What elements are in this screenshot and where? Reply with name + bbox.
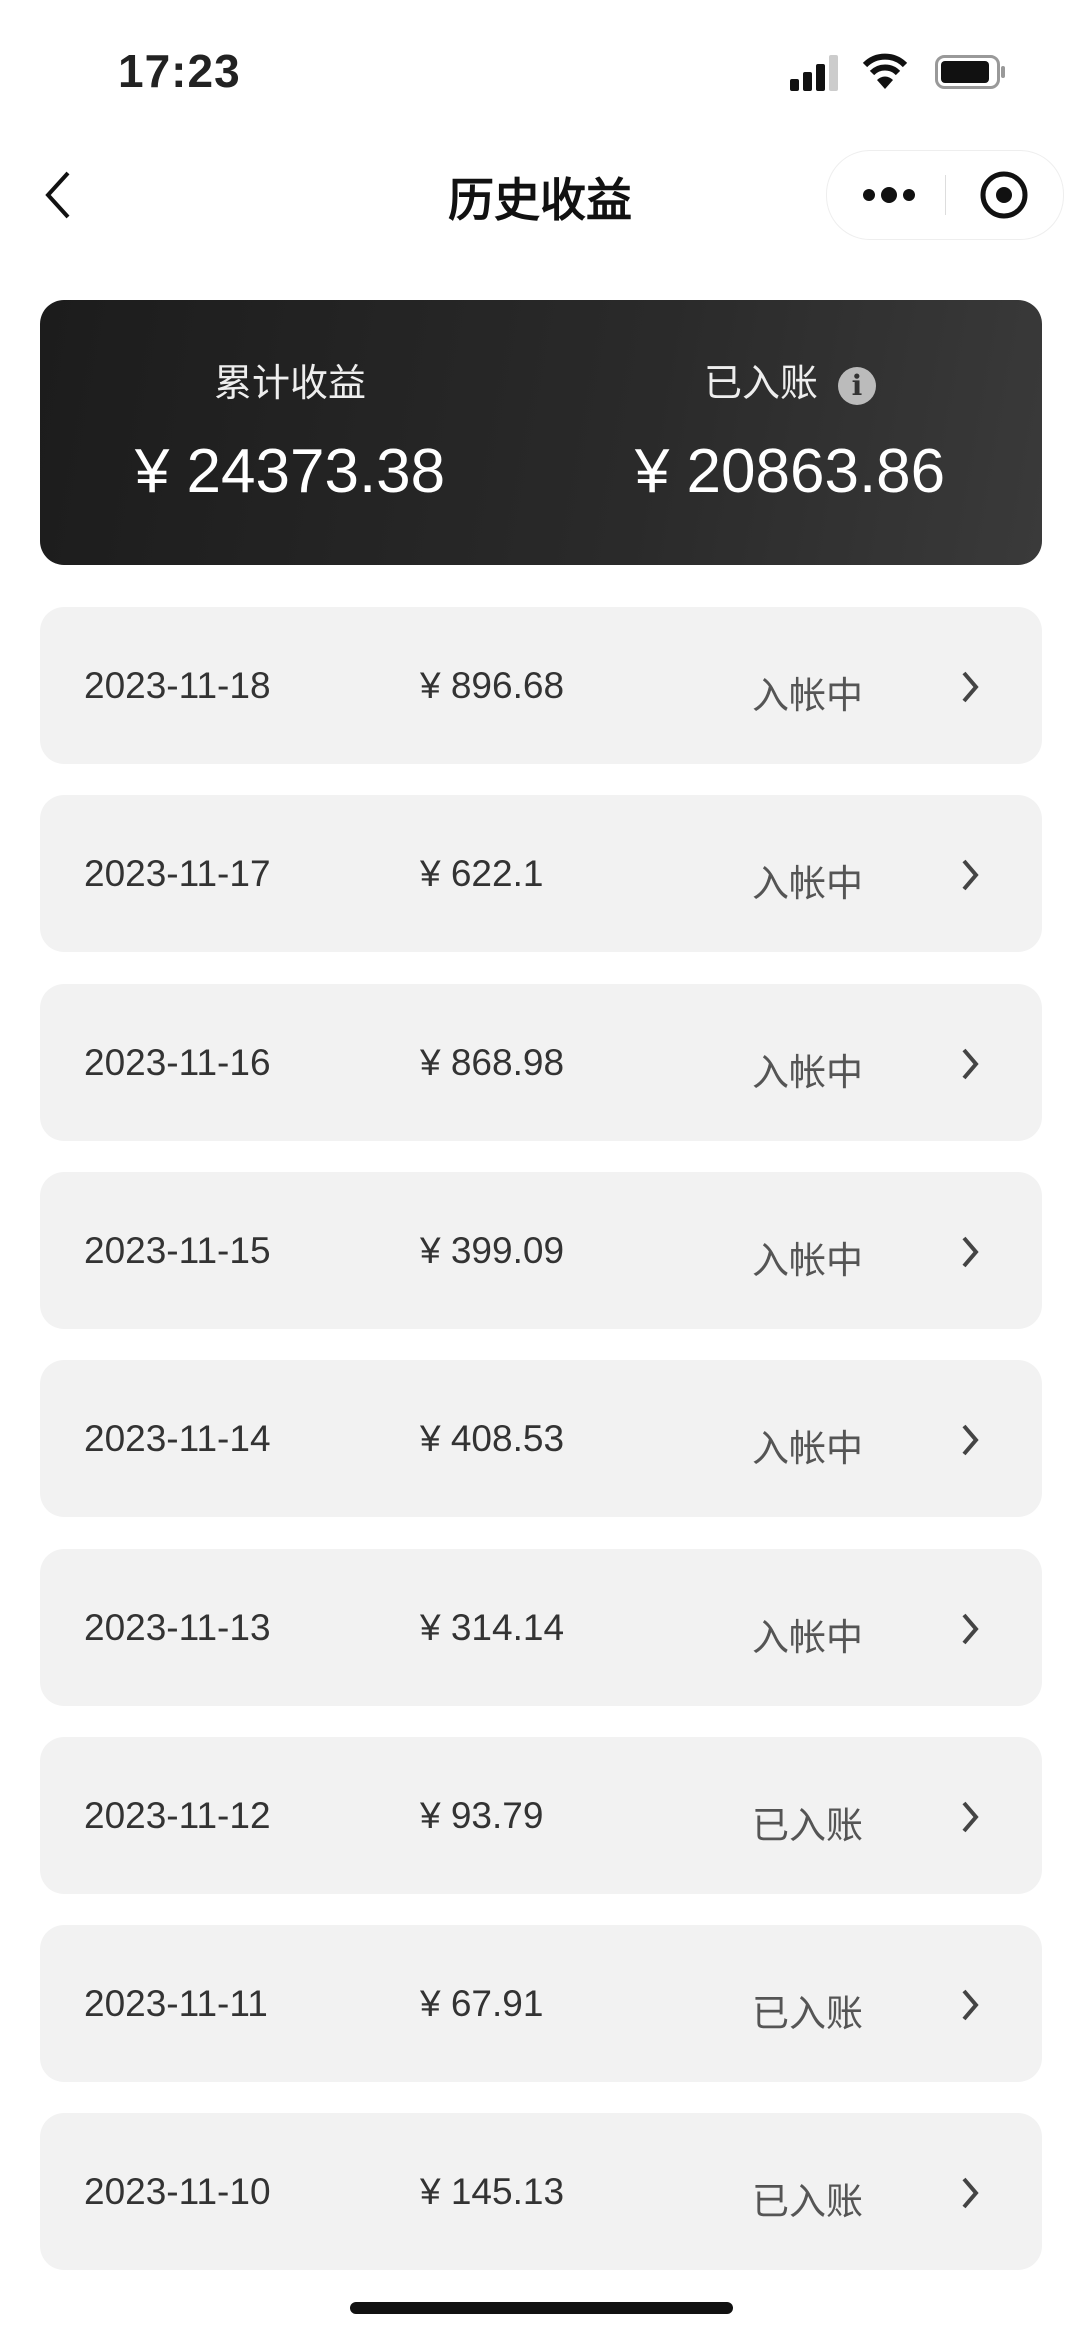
record-date: 2023-11-11 (84, 1983, 268, 2025)
record-amount: ¥ 868.98 (420, 1041, 565, 1083)
record-date: 2023-11-12 (84, 1794, 271, 1836)
record-amount: ¥ 399.09 (420, 1229, 565, 1271)
chevron-right-icon (962, 1048, 979, 1079)
home-indicator[interactable] (350, 2302, 733, 2314)
list-item[interactable]: 2023-11-13 ¥ 314.14 入帐中 (40, 1548, 1042, 1706)
earnings-summary-card: 累计收益 ¥ 24373.38 已入账 i ¥ 20863.86 (40, 300, 1042, 565)
record-status: 入帐中 (752, 1051, 863, 1093)
status-time: 17:23 (118, 45, 241, 97)
list-item[interactable]: 2023-11-17 ¥ 622.1 入帐中 (40, 795, 1042, 953)
record-status: 入帐中 (752, 1239, 863, 1281)
record-amount: ¥ 896.68 (420, 665, 565, 706)
info-icon[interactable]: i (838, 366, 876, 405)
record-status: 已入账 (752, 1993, 863, 2035)
record-amount: ¥ 67.91 (420, 1983, 544, 2025)
list-item[interactable]: 2023-11-15 ¥ 399.09 入帐中 (40, 1171, 1042, 1329)
record-date: 2023-11-18 (84, 665, 271, 706)
total-earnings-value: ¥ 24373.38 (134, 437, 446, 506)
record-date: 2023-11-10 (84, 2171, 271, 2213)
settled-earnings: 已入账 i ¥ 20863.86 (540, 300, 1040, 565)
record-status: 入帐中 (752, 1428, 863, 1470)
status-bar: 17:23 (0, 0, 1080, 130)
page-title: 历史收益 (448, 174, 632, 226)
record-status: 入帐中 (752, 675, 863, 716)
total-earnings-label: 累计收益 (213, 363, 366, 405)
list-item[interactable]: 2023-11-11 ¥ 67.91 已入账 (40, 1925, 1042, 2083)
record-date: 2023-11-17 (84, 853, 271, 895)
settled-value: ¥ 20863.86 (634, 437, 946, 506)
list-item[interactable]: 2023-11-14 ¥ 408.53 入帐中 (40, 1360, 1042, 1518)
mini-program-capsule (826, 150, 1064, 240)
signal-icon (790, 55, 838, 91)
chevron-right-icon (962, 1424, 979, 1456)
record-amount: ¥ 145.13 (420, 2171, 565, 2213)
record-amount: ¥ 93.79 (420, 1794, 544, 1836)
record-amount: ¥ 408.53 (420, 1418, 565, 1460)
record-status: 入帐中 (752, 1616, 863, 1658)
record-status: 已入账 (752, 1804, 863, 1846)
record-date: 2023-11-16 (84, 1041, 271, 1083)
target-circle-icon[interactable] (946, 151, 1063, 239)
chevron-right-icon (962, 859, 979, 891)
chevron-right-icon (962, 1613, 979, 1644)
record-status: 入帐中 (752, 863, 863, 905)
list-item[interactable]: 2023-11-10 ¥ 145.13 已入账 (40, 2113, 1042, 2271)
list-item[interactable]: 2023-11-18 ¥ 896.68 入帐中 (40, 607, 1042, 764)
chevron-right-icon (962, 1236, 979, 1268)
chevron-right-icon (962, 1989, 979, 2021)
record-amount: ¥ 622.1 (420, 853, 544, 895)
record-date: 2023-11-14 (84, 1418, 271, 1460)
more-dots-icon[interactable] (827, 151, 945, 239)
settled-label: 已入账 (703, 363, 818, 405)
chevron-right-icon (962, 1801, 979, 1833)
list-item[interactable]: 2023-11-16 ¥ 868.98 入帐中 (40, 983, 1042, 1141)
record-date: 2023-11-15 (84, 1229, 271, 1271)
total-earnings: 累计收益 ¥ 24373.38 (40, 300, 540, 565)
list-item[interactable]: 2023-11-12 ¥ 93.79 已入账 (40, 1736, 1042, 1894)
record-amount: ¥ 314.14 (420, 1606, 565, 1648)
nav-bar: 历史收益 (0, 140, 1080, 250)
chevron-right-icon (962, 671, 979, 703)
wifi-icon (862, 53, 908, 89)
record-status: 已入账 (752, 2181, 863, 2223)
chevron-left-icon[interactable] (40, 165, 80, 225)
battery-icon (935, 55, 1005, 89)
record-date: 2023-11-13 (84, 1606, 271, 1648)
capsule-divider (945, 175, 946, 215)
chevron-right-icon (962, 2178, 979, 2209)
